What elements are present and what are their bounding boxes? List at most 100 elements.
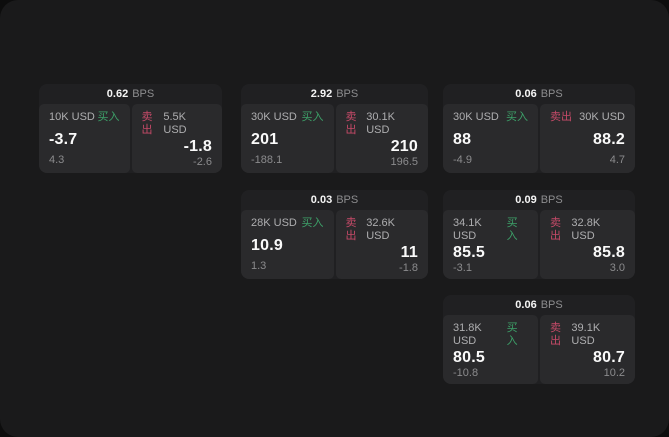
buy-delta: -188.1 — [251, 154, 283, 166]
sell-panel[interactable]: 卖出 32.8K USD 85.8 3.0 — [540, 210, 635, 279]
quote-panels: 10K USD 买入 -3.7 4.3 卖出 5.5K USD -1.8 -2.… — [39, 104, 222, 173]
sell-delta: -1.8 — [399, 262, 418, 274]
sell-amount: 32.6K USD — [366, 217, 395, 242]
sell-price: 80.7 — [593, 349, 625, 366]
buy-price: 80.5 — [453, 349, 485, 366]
sell-panel[interactable]: 卖出 32.6K USD 11 -1.8 — [335, 210, 428, 279]
spread-value: 2.92 — [310, 88, 333, 100]
spread-value: 0.09 — [515, 194, 537, 206]
buy-panel[interactable]: 30K USD 买入 88 -4.9 — [443, 104, 538, 173]
buy-delta: -3.1 — [453, 262, 472, 274]
sell-side-label: 卖出 — [550, 217, 561, 242]
spread-value: 0.62 — [106, 88, 129, 100]
spread-header: 0.03 BPS — [241, 190, 428, 210]
sell-amount: 39.1K USD — [571, 322, 601, 347]
sell-delta: 3.0 — [609, 262, 625, 274]
buy-price: -3.7 — [49, 130, 78, 148]
spread-unit-label: BPS — [336, 194, 359, 206]
buy-side-label: 买入 — [301, 217, 324, 229]
buy-side-label: 买入 — [506, 217, 518, 242]
sell-amount: 30.1K USD — [366, 111, 395, 136]
spread-header: 2.92 BPS — [241, 84, 428, 104]
spread-header: 0.06 BPS — [443, 295, 635, 315]
sell-side-label: 卖出 — [345, 111, 357, 136]
sell-panel-top: 卖出 5.5K USD — [142, 111, 213, 137]
buy-delta: 4.3 — [49, 154, 65, 166]
buy-amount: 28K USD — [251, 217, 297, 229]
buy-side-label: 买入 — [301, 111, 324, 123]
sell-panel-top: 卖出 30K USD — [550, 111, 625, 124]
buy-side-label: 买入 — [506, 111, 528, 123]
buy-panel[interactable]: 30K USD 买入 201 -188.1 — [241, 104, 334, 173]
spread-value: 0.06 — [515, 299, 537, 311]
buy-price: 85.5 — [453, 244, 485, 261]
sell-price: 88.2 — [593, 130, 625, 148]
spread-header: 0.09 BPS — [443, 190, 635, 210]
quote-card: 0.62 BPS 10K USD 买入 -3.7 4.3 卖出 5.5K USD… — [39, 84, 222, 173]
buy-panel[interactable]: 34.1K USD 买入 85.5 -3.1 — [443, 210, 538, 279]
quote-card: 0.03 BPS 28K USD 买入 10.9 1.3 卖出 32.6K US… — [241, 190, 428, 279]
sell-side-label: 卖出 — [550, 322, 561, 347]
buy-amount: 10K USD — [49, 111, 95, 123]
quote-panels: 30K USD 买入 88 -4.9 卖出 30K USD 88.2 4.7 — [443, 104, 635, 173]
sell-amount: 5.5K USD — [163, 111, 187, 136]
buy-panel[interactable]: 28K USD 买入 10.9 1.3 — [241, 210, 334, 279]
buy-amount: 34.1K USD — [453, 217, 482, 242]
quote-panels: 34.1K USD 买入 85.5 -3.1 卖出 32.8K USD 85.8… — [443, 210, 635, 279]
buy-delta: -10.8 — [453, 367, 479, 379]
buy-panel-top: 31.8K USD 买入 — [453, 322, 528, 348]
sell-price: 85.8 — [593, 244, 625, 261]
quote-panels: 31.8K USD 买入 80.5 -10.8 卖出 39.1K USD 80.… — [443, 315, 635, 384]
sell-price: 210 — [390, 138, 418, 155]
buy-panel-top: 30K USD 买入 — [251, 111, 324, 124]
buy-panel-top: 28K USD 买入 — [251, 217, 324, 230]
sell-delta: 4.7 — [609, 154, 625, 166]
buy-delta: 1.3 — [251, 260, 267, 272]
spread-unit-label: BPS — [540, 194, 563, 206]
buy-side-label: 买入 — [506, 322, 518, 347]
sell-price: 11 — [400, 244, 418, 261]
buy-panel-top: 10K USD 买入 — [49, 111, 120, 124]
sell-panel-top: 卖出 32.6K USD — [346, 217, 419, 243]
quote-panels: 28K USD 买入 10.9 1.3 卖出 32.6K USD 11 -1.8 — [241, 210, 428, 279]
buy-price: 201 — [251, 130, 279, 148]
buy-panel[interactable]: 31.8K USD 买入 80.5 -10.8 — [443, 315, 538, 384]
spread-header: 0.06 BPS — [443, 84, 635, 104]
sell-price: -1.8 — [183, 138, 212, 155]
buy-panel-top: 30K USD 买入 — [453, 111, 528, 124]
spread-value: 0.06 — [515, 88, 537, 100]
sell-amount: 32.8K USD — [571, 217, 601, 242]
sell-panel-top: 卖出 30.1K USD — [346, 111, 419, 137]
buy-amount: 31.8K USD — [453, 322, 482, 347]
spread-unit-label: BPS — [132, 88, 155, 100]
buy-price: 88 — [453, 130, 472, 148]
sell-delta: 10.2 — [603, 367, 625, 379]
sell-delta: 196.5 — [390, 156, 418, 168]
sell-delta: -2.6 — [193, 156, 212, 168]
spread-unit-label: BPS — [540, 88, 563, 100]
buy-delta: -4.9 — [453, 154, 472, 166]
buy-price: 10.9 — [251, 236, 283, 254]
sell-panel[interactable]: 卖出 30K USD 88.2 4.7 — [540, 104, 635, 173]
spread-header: 0.62 BPS — [39, 84, 222, 104]
sell-panel[interactable]: 卖出 5.5K USD -1.8 -2.6 — [131, 104, 222, 173]
sell-panel[interactable]: 卖出 39.1K USD 80.7 10.2 — [540, 315, 635, 384]
buy-side-label: 买入 — [97, 111, 120, 123]
quote-card: 2.92 BPS 30K USD 买入 201 -188.1 卖出 30.1K … — [241, 84, 428, 173]
spread-unit-label: BPS — [540, 299, 563, 311]
sell-panel[interactable]: 卖出 30.1K USD 210 196.5 — [335, 104, 428, 173]
sell-side-label: 卖出 — [550, 111, 572, 123]
buy-panel-top: 34.1K USD 买入 — [453, 217, 528, 243]
quote-card: 0.06 BPS 31.8K USD 买入 80.5 -10.8 卖出 39.1… — [443, 295, 635, 384]
spread-value: 0.03 — [310, 194, 333, 206]
sell-panel-top: 卖出 39.1K USD — [550, 322, 625, 348]
sell-side-label: 卖出 — [345, 217, 357, 242]
quote-panels: 30K USD 买入 201 -188.1 卖出 30.1K USD 210 1… — [241, 104, 428, 173]
sell-panel-top: 卖出 32.8K USD — [550, 217, 625, 243]
buy-panel[interactable]: 10K USD 买入 -3.7 4.3 — [39, 104, 130, 173]
quote-card: 0.09 BPS 34.1K USD 买入 85.5 -3.1 卖出 32.8K… — [443, 190, 635, 279]
buy-amount: 30K USD — [251, 111, 297, 123]
buy-amount: 30K USD — [453, 111, 499, 123]
spread-unit-label: BPS — [336, 88, 359, 100]
